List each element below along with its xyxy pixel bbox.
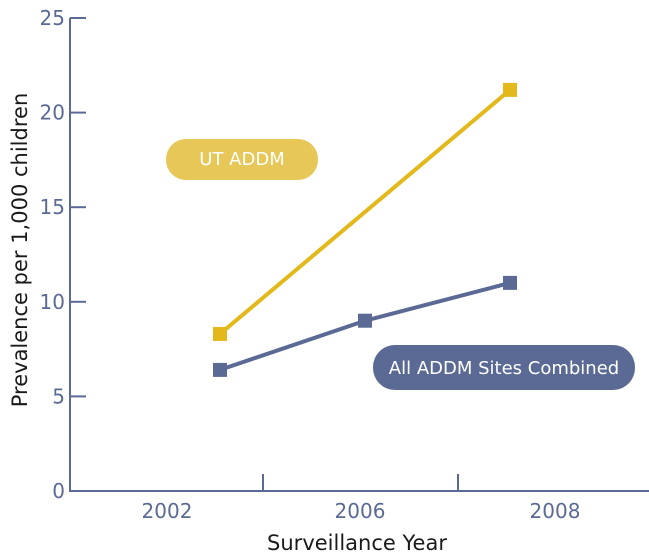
series-1-point-2002 [213, 362, 227, 377]
x-tick-label-2006: 2006 [335, 499, 386, 523]
y-tick-label-20: 20 [40, 101, 65, 125]
series-line-0 [218, 88, 512, 336]
x-tick-label-2002: 2002 [142, 499, 193, 523]
all-addm-label-pill [373, 345, 635, 390]
all-addm-label-text: All ADDM Sites Combined [389, 358, 619, 379]
y-axis-title: Prevalence per 1,000 children [8, 93, 32, 408]
series-0-point-2002 [213, 326, 227, 341]
series-1-point-2008 [503, 275, 517, 290]
x-axis-ticks: 2002 2006 2008 [142, 474, 581, 523]
series-layer [213, 82, 517, 377]
x-tick-label-2008: 2008 [530, 499, 581, 523]
y-tick-label-5: 5 [52, 384, 65, 408]
y-tick-label-25: 25 [40, 6, 65, 30]
y-axis-ticks: 0 5 10 15 20 25 [40, 6, 86, 503]
x-axis-title: Surveillance Year [267, 531, 447, 553]
y-tick-label-15: 15 [40, 195, 65, 219]
all-addm-label: All ADDM Sites Combined [373, 345, 635, 390]
series-0-point-2008 [503, 82, 517, 97]
y-tick-label-0: 0 [52, 479, 65, 503]
y-tick-label-10: 10 [40, 290, 65, 314]
ut-addm-label: UT ADDM [166, 139, 318, 180]
ut-addm-label-text: UT ADDM [199, 149, 284, 170]
series-1-point-2006 [358, 313, 372, 328]
ut-addm-label-pill [166, 139, 318, 180]
